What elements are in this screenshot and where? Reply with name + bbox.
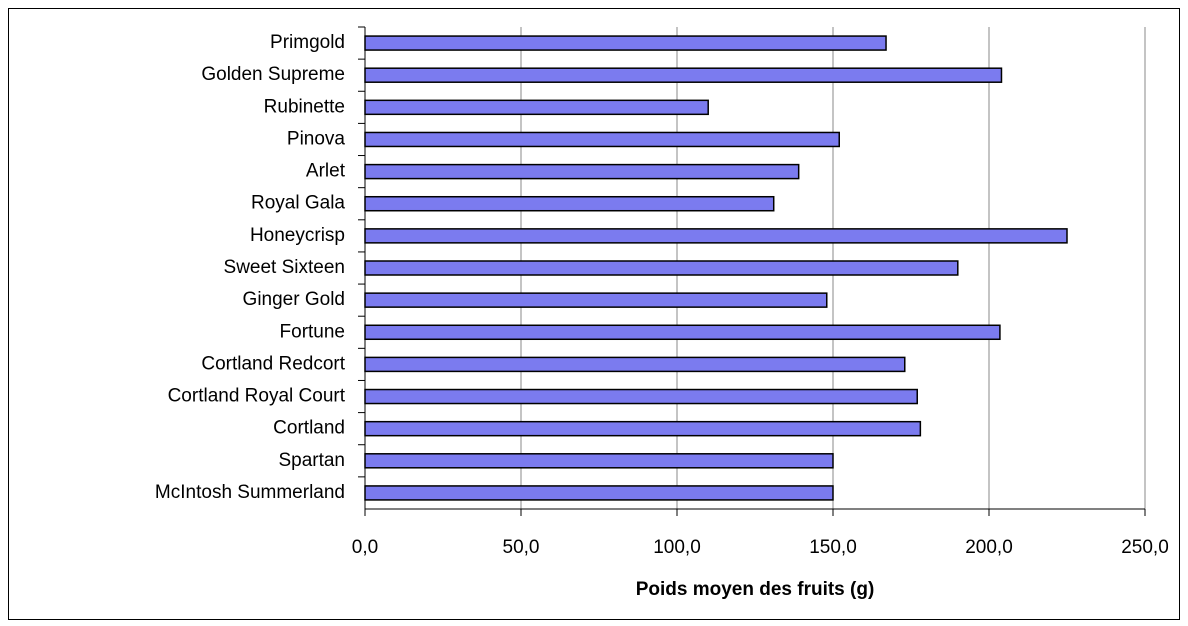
bar [364,67,1003,83]
bar [364,453,834,469]
bar [364,356,906,373]
bar [364,260,959,276]
y-tick-label: Arlet [306,161,346,182]
bar [364,420,922,437]
y-tick-label: Sweet Sixteen [224,257,345,278]
x-axis-title: Poids moyen des fruits (g) [636,579,875,600]
y-tick-label: Pinova [287,128,346,149]
x-tick-label: 50,0 [503,537,540,558]
y-tick-label: Cortland Redcort [201,353,345,374]
y-tick-label: Ginger Gold [243,289,345,310]
bar [364,324,1001,341]
bar [364,292,828,308]
x-tick-label: 150,0 [809,537,857,558]
y-tick-label: Royal Gala [251,193,345,214]
bar [364,35,887,51]
y-tick-label: Spartan [278,450,345,471]
y-tick-label: Fortune [280,321,345,342]
y-tick-label: Rubinette [264,96,345,117]
bar [364,99,709,116]
bar [364,485,834,501]
y-tick-label: Cortland Royal Court [168,386,346,407]
y-tick-label: Golden Supreme [201,64,345,85]
y-tick-label: McIntosh Summerland [155,482,345,503]
bar [364,195,775,212]
y-tick-label: Cortland [273,418,345,439]
y-tick-label: Primgold [270,32,345,53]
bar [364,388,918,405]
bar [364,228,1068,244]
x-tick-label: 200,0 [965,537,1013,558]
x-tick-label: 100,0 [653,537,701,558]
bar [364,163,800,180]
x-tick-label: 250,0 [1121,537,1169,558]
bar [364,131,840,148]
x-tick-label: 0,0 [352,537,378,558]
y-tick-label: Honeycrisp [250,225,345,246]
